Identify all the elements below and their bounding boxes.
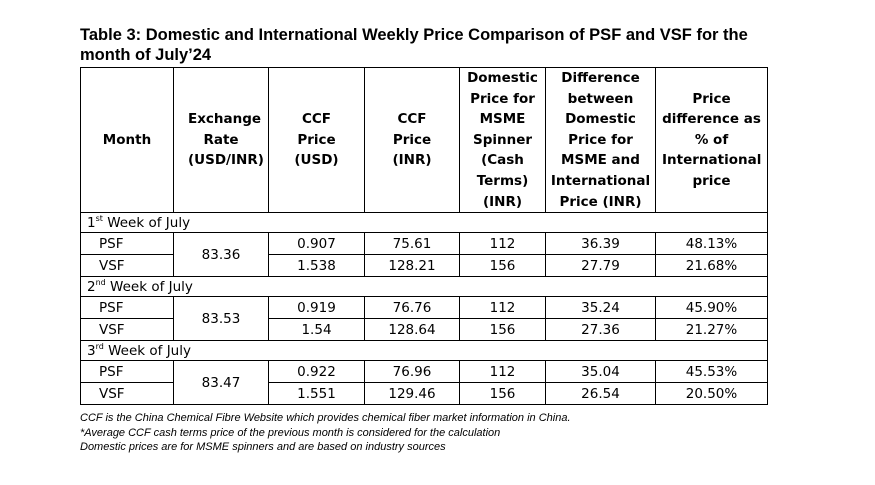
difference-cell: 27.79 [545, 254, 656, 278]
price-difference-pct-cell: 20.50% [655, 382, 768, 406]
header-month: Month [80, 66, 174, 214]
difference-cell: 27.36 [545, 318, 656, 342]
ccf-price-usd-cell: 1.54 [268, 318, 365, 342]
week-label: 1st Week of July [80, 212, 768, 234]
footnote-average: *Average CCF cash terms price of the pre… [80, 426, 501, 439]
header-price-difference-pct: Price difference as % of International p… [655, 66, 768, 214]
price-difference-pct-cell: 48.13% [655, 232, 768, 256]
week-header-row: 3rd Week of July [80, 340, 768, 362]
difference-cell: 35.24 [545, 296, 656, 320]
domestic-price-cell: 156 [459, 382, 546, 406]
header-difference: Difference between Domestic Price for MS… [545, 66, 656, 214]
header-ccf-price-inr: CCF Price (INR) [364, 66, 460, 214]
header-domestic-price: Domestic Price for MSME Spinner (Cash Te… [459, 66, 546, 214]
domestic-price-cell: 112 [459, 296, 546, 320]
ccf-price-usd-cell: 1.551 [268, 382, 365, 406]
exchange-rate-cell: 83.53 [173, 296, 269, 342]
ccf-price-usd-cell: 1.538 [268, 254, 365, 278]
footnote-domestic: Domestic prices are for MSME spinners an… [80, 441, 446, 453]
table-row: VSF 1.551 129.46 156 26.54 20.50% [80, 382, 768, 406]
table-row: VSF 1.54 128.64 156 27.36 21.27% [80, 318, 768, 342]
fiber-label: PSF [80, 232, 174, 256]
week-label: 2nd Week of July [80, 276, 768, 298]
ccf-price-inr-cell: 75.61 [364, 232, 460, 256]
ccf-price-inr-cell: 76.76 [364, 296, 460, 320]
header-exchange-rate: Exchange Rate (USD/INR) [173, 66, 269, 214]
week-header-row: 1st Week of July [80, 212, 768, 234]
ccf-price-inr-cell: 128.64 [364, 318, 460, 342]
table-title: Table 3: Domestic and International Week… [80, 26, 748, 64]
table-row: PSF 83.53 0.919 76.76 112 35.24 45.90% [80, 296, 768, 342]
fiber-label: VSF [80, 382, 174, 406]
difference-cell: 26.54 [545, 382, 656, 406]
footnotes: CCF is the China Chemical Fibre Website … [80, 411, 571, 455]
ccf-price-inr-cell: 76.96 [364, 360, 460, 384]
domestic-price-cell: 156 [459, 254, 546, 278]
fiber-label: PSF [80, 360, 174, 384]
ccf-price-usd-cell: 0.907 [268, 232, 365, 256]
domestic-price-cell: 156 [459, 318, 546, 342]
footnote-ccf: CCF is the China Chemical Fibre Website … [80, 412, 571, 424]
price-comparison-table: Month Exchange Rate (USD/INR) CCF Price … [80, 66, 768, 406]
table-row: VSF 1.538 128.21 156 27.79 21.68% [80, 254, 768, 278]
ccf-price-inr-cell: 128.21 [364, 254, 460, 278]
price-difference-pct-cell: 21.27% [655, 318, 768, 342]
week-header-row: 2nd Week of July [80, 276, 768, 298]
exchange-rate-cell: 83.36 [173, 232, 269, 278]
fiber-label: VSF [80, 318, 174, 342]
exchange-rate-cell: 83.47 [173, 360, 269, 406]
ccf-price-inr-cell: 129.46 [364, 382, 460, 406]
fiber-label: VSF [80, 254, 174, 278]
table-row: PSF 83.36 0.907 75.61 112 36.39 48.13% [80, 232, 768, 278]
difference-cell: 36.39 [545, 232, 656, 256]
week-label: 3rd Week of July [80, 340, 768, 362]
table-body: 1st Week of July PSF 83.36 0.907 75.61 112 36.… [80, 212, 768, 406]
price-difference-pct-cell: 45.53% [655, 360, 768, 384]
domestic-price-cell: 112 [459, 360, 546, 384]
header-ccf-price-usd: CCF Price (USD) [268, 66, 365, 214]
header-row: Month Exchange Rate (USD/INR) CCF Price … [80, 66, 768, 214]
difference-cell: 35.04 [545, 360, 656, 384]
domestic-price-cell: 112 [459, 232, 546, 256]
price-difference-pct-cell: 21.68% [655, 254, 768, 278]
price-difference-pct-cell: 45.90% [655, 296, 768, 320]
table-row: PSF 83.47 0.922 76.96 112 35.04 45.53% [80, 360, 768, 406]
ccf-price-usd-cell: 0.922 [268, 360, 365, 384]
ccf-price-usd-cell: 0.919 [268, 296, 365, 320]
fiber-label: PSF [80, 296, 174, 320]
